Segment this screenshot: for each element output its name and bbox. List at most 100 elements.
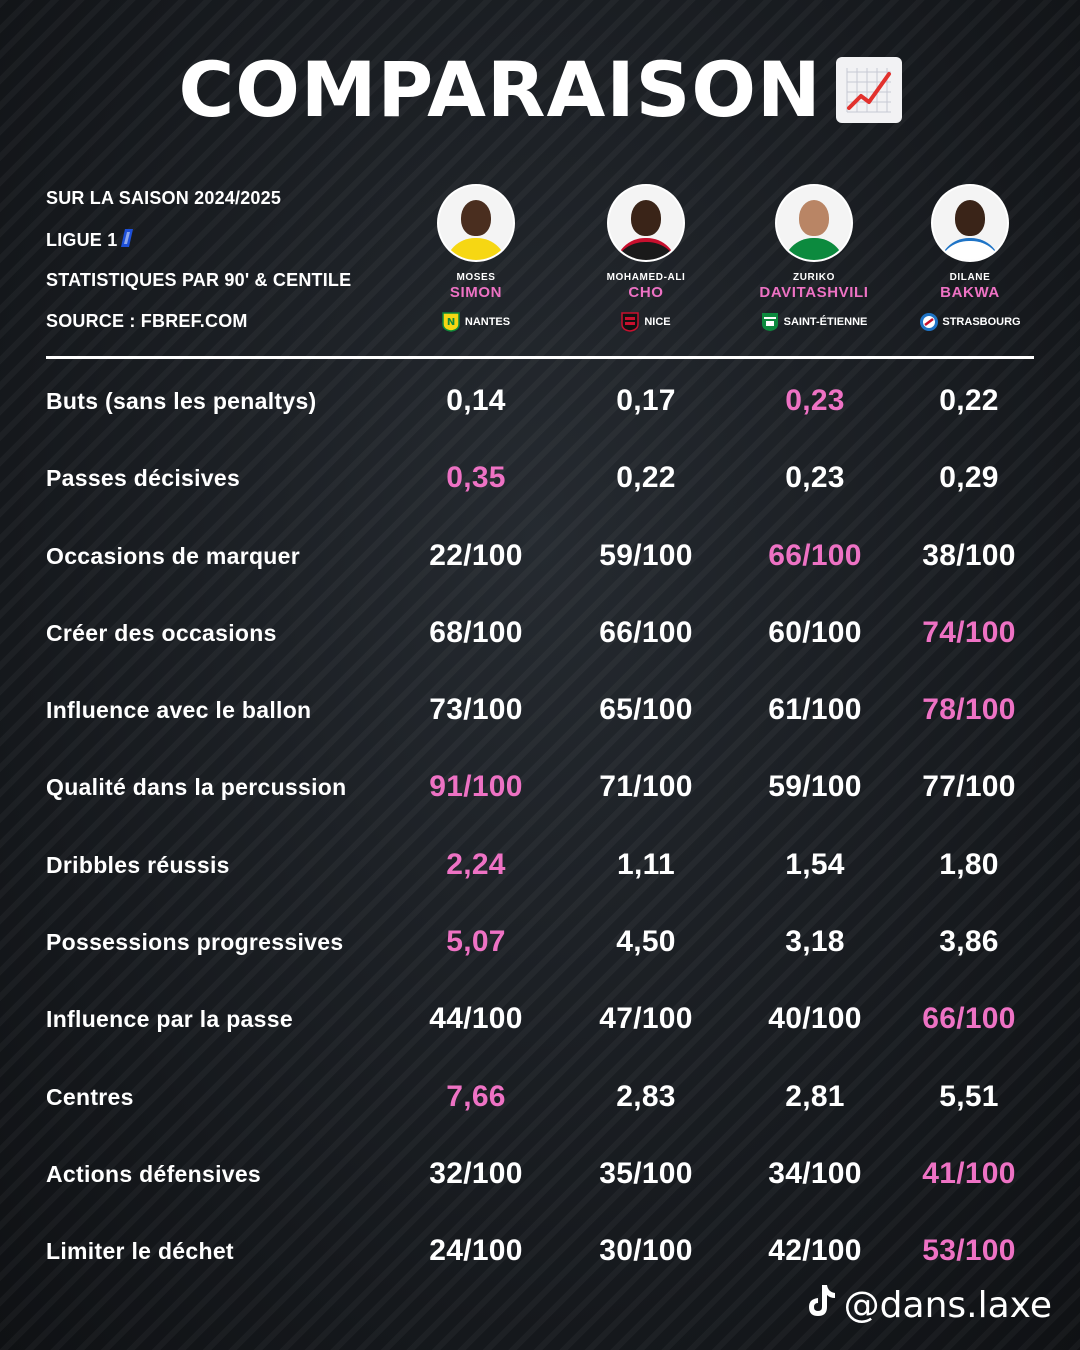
stat-value: 0,29 [939,461,999,495]
stat-value: 42/100 [768,1234,862,1268]
player-club: N NANTES [386,312,566,332]
stat-row: Occasions de marquer 22/100 59/100 66/100 38… [0,521,1080,598]
stat-value-best: 66/100 [922,1002,1016,1036]
stat-label: Centres [46,1083,134,1110]
stat-row: Possessions progressives 5,07 4,50 3,18 3,86 [0,907,1080,984]
stat-value: 0,22 [939,384,999,417]
stat-row: Passes décisives 0,35 0,22 0,23 0,29 [0,443,1080,520]
stat-value-best: 91/100 [429,770,523,804]
stat-row: Dribbles réussis 2,24 1,11 1,54 1,80 [0,830,1080,907]
stat-value: 5,51 [939,1079,999,1113]
header: COMPARAISON [0,52,1080,128]
stat-row: Actions défensives 32/100 35/100 34/100 41/1… [0,1139,1080,1216]
stat-value: 35/100 [599,1156,693,1190]
stat-label: Actions défensives [46,1160,262,1187]
stat-value: 2,81 [785,1079,845,1113]
stat-value-best: 5,07 [446,925,506,959]
stat-value-best: 66/100 [768,538,862,572]
player-last-name: DAVITASHVILI [759,284,869,301]
club-name: SAINT-ÉTIENNE [783,316,868,328]
stat-value: 77/100 [922,770,1016,804]
stat-value: 0,14 [446,384,506,417]
player-card: MOHAMED-ALI CHO NICE [556,186,736,332]
stat-value: 22/100 [429,538,523,572]
nantes-crest-icon: N [442,312,460,332]
player-card: MOSES SIMON N NANTES [386,186,566,332]
stat-value: 0,22 [616,461,676,495]
player-card: DILANE BAKWA STRASBOURG [880,186,1060,332]
stat-value-best: 0,23 [785,384,845,417]
stat-value: 47/100 [599,1002,693,1036]
stat-label: Créer des occasions [46,619,277,646]
stat-value: 2,83 [616,1079,676,1113]
nice-crest-icon [621,312,640,332]
stat-value: 60/100 [768,615,862,649]
stat-row: Influence avec le ballon 73/100 65/100 61/1… [0,675,1080,752]
stat-value-best: 78/100 [922,693,1016,727]
player-first-name: ZURIKO [793,272,835,283]
stat-row: Limiter le déchet 24/100 30/100 42/100 53/10… [0,1216,1080,1293]
club-name: NICE [644,316,671,328]
player-avatar [439,186,513,260]
stat-value: 61/100 [768,693,862,727]
stats-table: Buts (sans les penaltys) 0,14 0,17 0,23 0,22… [0,366,1080,1294]
stat-row: Buts (sans les penaltys) 0,14 0,17 0,23 0,22 [0,366,1080,443]
stat-value: 1,80 [939,847,999,881]
stat-value: 68/100 [429,615,523,649]
club-name: STRASBOURG [942,316,1021,328]
league-label: LIGUE 1 [46,229,118,250]
stat-label: Possessions progressives [46,929,344,956]
svg-text:N: N [447,317,455,328]
league-line: LIGUE 1 [46,227,351,268]
stat-value-best: 2,24 [446,847,506,881]
chart-increasing-icon [835,57,902,123]
player-avatar [777,186,851,260]
watermark: @dans.laxe [804,1283,1052,1328]
player-club: STRASBOURG [880,312,1060,332]
stat-label: Influence par la passe [46,1006,293,1033]
stat-value: 0,17 [616,384,676,417]
stat-value: 3,18 [785,925,845,959]
stat-label: Influence avec le ballon [46,697,312,724]
stat-value: 1,11 [617,847,675,881]
stat-value: 59/100 [768,770,862,804]
player-first-name: MOHAMED-ALI [606,272,686,283]
header-divider [46,356,1034,359]
stat-value: 0,23 [785,461,845,495]
stat-value-best: 74/100 [922,615,1016,649]
stat-label: Buts (sans les penaltys) [46,388,317,414]
player-avatar [933,186,1007,260]
ligue1-logo-icon [119,227,135,255]
stat-value-best: 41/100 [922,1156,1016,1190]
stat-label: Qualité dans la percussion [46,774,347,801]
stat-value: 38/100 [922,538,1016,572]
stat-label: Passes décisives [46,465,241,492]
stat-value: 73/100 [429,693,523,727]
player-first-name: DILANE [949,272,991,283]
stat-value-best: 0,35 [446,461,506,495]
stat-value: 65/100 [599,693,693,727]
stats-type-label: STATISTIQUES PAR 90' & CENTILE [46,270,352,290]
stat-value: 1,54 [785,847,845,881]
stat-value: 59/100 [599,538,693,572]
info-block: SUR LA SAISON 2024/2025 LIGUE 1 STATISTI… [46,186,351,350]
source-label: SOURCE : FBREF.COM [46,311,248,331]
strasbourg-crest-icon [919,312,939,332]
player-club: SAINT-ÉTIENNE [724,312,904,332]
player-first-name: MOSES [456,272,496,283]
stat-value: 44/100 [429,1002,523,1036]
watermark-handle: @dans.laxe [843,1285,1052,1326]
stat-row: Centres 7,66 2,83 2,81 5,51 [0,1062,1080,1139]
stat-value: 4,50 [616,925,676,959]
stat-value: 32/100 [429,1156,523,1190]
player-last-name: CHO [628,284,664,301]
stat-row: Créer des occasions 68/100 66/100 60/100 74/… [0,598,1080,675]
stat-value: 40/100 [768,1002,862,1036]
player-last-name: BAKWA [940,284,1000,301]
players-header: MOSES SIMON N NANTES MOHAMED-ALI CHO NIC… [0,186,1080,346]
player-last-name: SIMON [449,284,503,301]
page-title: COMPARAISON [178,45,822,134]
stat-value: 3,86 [939,925,999,959]
stat-value-best: 7,66 [446,1079,506,1113]
